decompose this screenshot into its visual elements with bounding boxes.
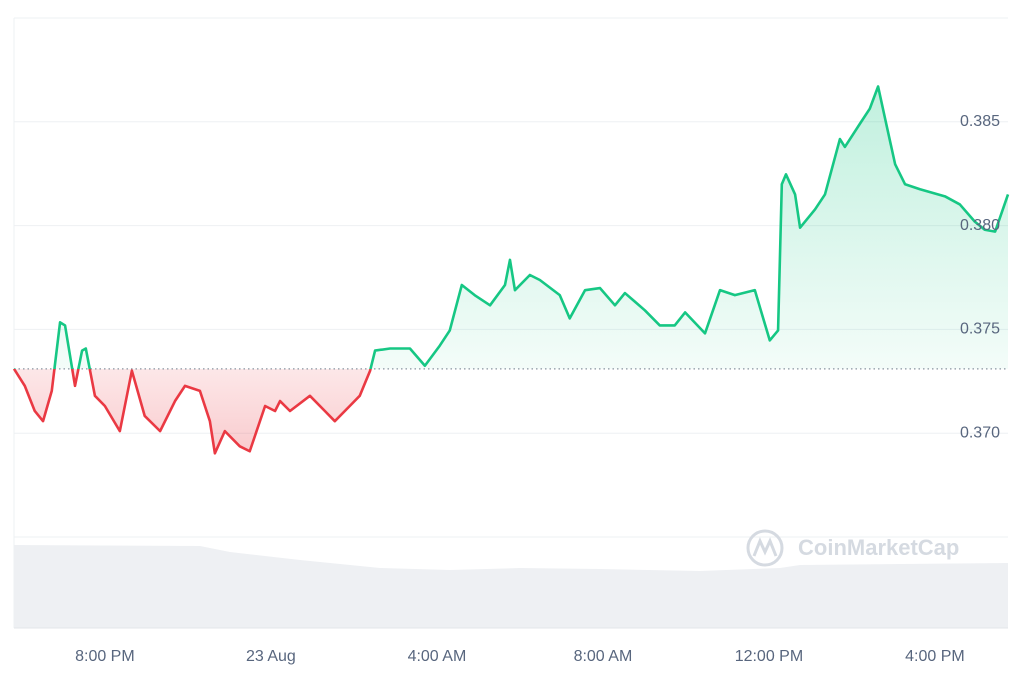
y-tick-label: 0.380 — [960, 217, 1000, 234]
y-tick-label: 0.370 — [960, 424, 1000, 441]
y-tick-label: 0.385 — [960, 113, 1000, 130]
x-tick-label: 12:00 PM — [735, 648, 803, 665]
x-tick-label: 4:00 AM — [408, 648, 467, 665]
y-tick-label: 0.375 — [960, 321, 1000, 338]
volume-area — [14, 545, 1008, 628]
price-line — [12, 85, 1010, 455]
x-tick-label: 4:00 PM — [905, 648, 965, 665]
x-tick-label: 8:00 PM — [75, 648, 135, 665]
watermark: CoinMarketCap — [798, 535, 959, 560]
x-tick-label: 8:00 AM — [574, 648, 633, 665]
watermark-logo — [746, 529, 784, 567]
x-tick-label: 23 Aug — [246, 648, 296, 665]
